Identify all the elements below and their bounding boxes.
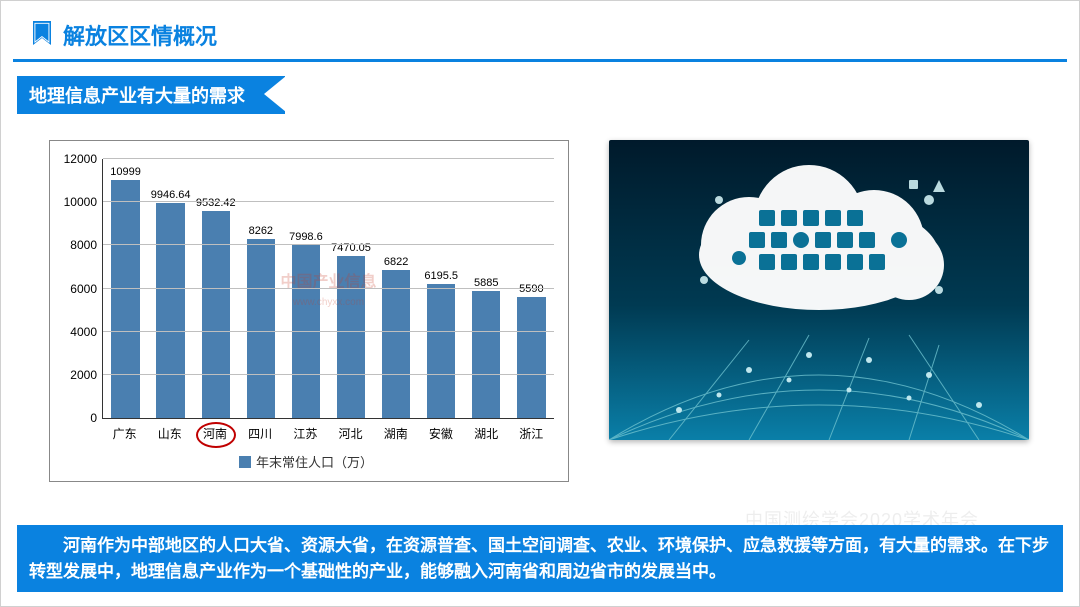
bar-group: 6822 bbox=[376, 256, 417, 418]
bar bbox=[472, 291, 500, 419]
highlight-circle bbox=[196, 422, 236, 448]
bar bbox=[337, 256, 365, 418]
bar bbox=[202, 211, 230, 418]
bar-value-label: 6822 bbox=[384, 256, 408, 268]
bar bbox=[517, 297, 545, 418]
chart-y-tick-label: 12000 bbox=[64, 152, 103, 166]
bar-value-label: 7998.6 bbox=[289, 231, 323, 243]
bar-value-label: 5590 bbox=[519, 283, 543, 295]
chart-y-tick-label: 8000 bbox=[70, 238, 103, 252]
bar bbox=[247, 239, 275, 418]
population-chart: 109999946.649532.4282627998.67470.056822… bbox=[49, 140, 569, 482]
chart-gridline bbox=[103, 288, 554, 289]
bar-group: 8262 bbox=[241, 225, 282, 418]
chart-x-axis: 广东山东河南四川江苏河北湖南安徽湖北浙江 bbox=[102, 419, 554, 442]
chart-gridline bbox=[103, 374, 554, 375]
chart-y-tick-label: 6000 bbox=[70, 282, 103, 296]
title-bar: 解放区区情概况 bbox=[1, 1, 1079, 59]
chart-gridline bbox=[103, 158, 554, 159]
iot-cloud-illustration bbox=[609, 140, 1029, 440]
bar-group: 9946.64 bbox=[150, 189, 191, 419]
footer-text: 河南作为中部地区的人口大省、资源大省，在资源普查、国土空间调查、农业、环境保护、… bbox=[29, 536, 1049, 581]
chart-gridline bbox=[103, 244, 554, 245]
content-row: 109999946.649532.4282627998.67470.056822… bbox=[1, 114, 1079, 482]
bar-group: 5885 bbox=[466, 277, 507, 419]
bar-group: 10999 bbox=[105, 166, 146, 418]
chart-y-tick-label: 10000 bbox=[64, 195, 103, 209]
chart-x-tick-label: 安徽 bbox=[421, 425, 462, 442]
page-title: 解放区区情概况 bbox=[63, 19, 217, 51]
bar-group: 5590 bbox=[511, 283, 552, 418]
chart-x-tick-label: 四川 bbox=[240, 425, 281, 442]
legend-label: 年末常住人口（万） bbox=[256, 455, 373, 470]
chart-gridline bbox=[103, 331, 554, 332]
bar bbox=[427, 284, 455, 418]
bar-value-label: 8262 bbox=[249, 225, 273, 237]
subtitle-text: 地理信息产业有大量的需求 bbox=[17, 76, 285, 114]
bar-group: 6195.5 bbox=[421, 270, 462, 418]
bar-value-label: 10999 bbox=[110, 166, 141, 178]
chart-x-tick-label: 山东 bbox=[149, 425, 190, 442]
bar-group: 7998.6 bbox=[286, 231, 327, 418]
legend-swatch bbox=[239, 456, 251, 468]
bar bbox=[156, 203, 184, 419]
chart-legend: 年末常住人口（万） bbox=[58, 452, 554, 471]
title-underline bbox=[13, 59, 1067, 62]
chart-x-tick-label: 河北 bbox=[330, 425, 371, 442]
chart-gridline bbox=[103, 201, 554, 202]
chart-x-tick-label: 湖北 bbox=[466, 425, 507, 442]
slide: 解放区区情概况 地理信息产业有大量的需求 10999 9946.64 9532.42… bbox=[0, 0, 1080, 607]
bar-value-label: 6195.5 bbox=[424, 270, 458, 282]
bar-group: 9532.42 bbox=[195, 197, 236, 418]
chart-plot-area: 109999946.649532.4282627998.67470.056822… bbox=[102, 159, 554, 419]
chart-x-tick-label: 湖南 bbox=[375, 425, 416, 442]
chart-y-tick-label: 4000 bbox=[70, 325, 103, 339]
footer-text-block: 河南作为中部地区的人口大省、资源大省，在资源普查、国土空间调查、农业、环境保护、… bbox=[17, 525, 1063, 592]
chart-x-tick-label: 浙江 bbox=[511, 425, 552, 442]
chart-x-tick-label: 江苏 bbox=[285, 425, 326, 442]
subtitle-ribbon: 地理信息产业有大量的需求 bbox=[17, 76, 285, 114]
bar-value-label: 9532.42 bbox=[196, 197, 236, 209]
chart-y-tick-label: 0 bbox=[90, 411, 103, 425]
bar bbox=[382, 270, 410, 418]
bookmark-icon bbox=[31, 21, 53, 49]
bar bbox=[111, 180, 139, 418]
chart-x-tick-label: 广东 bbox=[104, 425, 145, 442]
chart-bars: 109999946.649532.4282627998.67470.056822… bbox=[103, 159, 554, 418]
chart-y-tick-label: 2000 bbox=[70, 368, 103, 382]
bar-value-label: 9946.64 bbox=[151, 189, 191, 201]
